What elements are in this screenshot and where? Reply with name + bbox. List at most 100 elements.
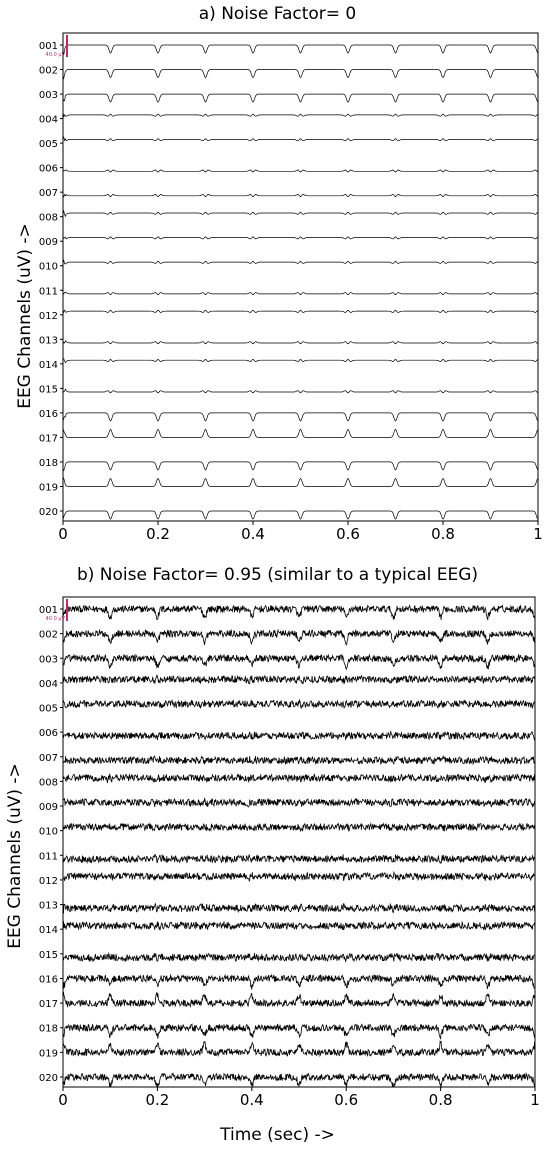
x-tick-label: 0.6 bbox=[334, 1091, 358, 1109]
channel-trace-010 bbox=[62, 822, 536, 833]
channel-label: 009 bbox=[39, 802, 58, 813]
channel-label: 005 bbox=[39, 704, 58, 715]
channel-trace-005 bbox=[62, 136, 539, 142]
channel-label: 020 bbox=[39, 1073, 58, 1084]
channel-trace-005 bbox=[62, 698, 536, 710]
x-tick-label: 0.4 bbox=[241, 525, 265, 543]
channel-label: 012 bbox=[39, 311, 58, 322]
channel-label: 014 bbox=[39, 360, 58, 371]
channel-trace-009 bbox=[62, 236, 539, 240]
x-tick-label: 0.2 bbox=[146, 525, 170, 543]
channel-trace-006 bbox=[62, 730, 536, 742]
channel-label: 007 bbox=[39, 753, 58, 764]
x-tick-label: 0.4 bbox=[240, 1091, 264, 1109]
panel-b-chart: 001 002 003 004 005 006 007 008 009 010 011 012 013 0… bbox=[39, 596, 540, 1109]
x-tick-label: 0 bbox=[58, 525, 68, 543]
channel-label: 018 bbox=[39, 1024, 58, 1035]
channel-label: 004 bbox=[39, 115, 58, 126]
channel-trace-004 bbox=[62, 674, 536, 685]
channel-label: 005 bbox=[39, 139, 58, 150]
x-tick-label: 0.8 bbox=[429, 1091, 453, 1109]
x-tick-label: 0 bbox=[58, 1091, 68, 1109]
x-tick-label: 0.2 bbox=[145, 1091, 169, 1109]
channel-trace-007 bbox=[62, 755, 536, 766]
panel-a-frame bbox=[62, 32, 539, 522]
channel-label: 015 bbox=[39, 384, 58, 395]
channel-label: 013 bbox=[39, 901, 58, 912]
panel-b-xlabel: Time (sec) -> bbox=[220, 1125, 335, 1145]
channel-trace-018 bbox=[62, 1023, 536, 1040]
channel-trace-002 bbox=[62, 628, 536, 646]
channel-trace-009 bbox=[62, 797, 536, 808]
channel-label: 003 bbox=[39, 654, 58, 665]
channel-label: 010 bbox=[39, 262, 58, 273]
channel-label: 008 bbox=[39, 777, 58, 788]
x-tick-label: 0.8 bbox=[431, 525, 455, 543]
channel-label: 019 bbox=[39, 1048, 58, 1059]
channel-label: 017 bbox=[39, 433, 58, 444]
channel-trace-017 bbox=[62, 992, 536, 1009]
channel-trace-012 bbox=[62, 309, 539, 314]
channel-trace-020 bbox=[62, 510, 539, 520]
scale-bar-label: 40.0 μV bbox=[46, 616, 66, 622]
channel-trace-013 bbox=[62, 902, 536, 914]
channel-trace-019 bbox=[62, 476, 539, 487]
channel-label: 020 bbox=[39, 507, 58, 518]
channel-trace-001 bbox=[62, 44, 539, 56]
channel-label: 012 bbox=[39, 876, 58, 887]
panel-b-title: b) Noise Factor= 0.95 (similar to a typi… bbox=[76, 565, 479, 585]
channel-label: 008 bbox=[39, 213, 58, 224]
channel-trace-013 bbox=[62, 340, 539, 345]
channel-label: 014 bbox=[39, 925, 58, 936]
channel-trace-008 bbox=[62, 209, 539, 218]
channel-label: 013 bbox=[39, 335, 58, 346]
scale-bar-label: 40.0 μV bbox=[46, 52, 66, 58]
channel-trace-014 bbox=[62, 920, 536, 931]
channel-trace-006 bbox=[62, 169, 539, 173]
channel-trace-007 bbox=[62, 193, 539, 198]
channel-trace-016 bbox=[62, 973, 536, 990]
channel-label: 007 bbox=[39, 188, 58, 199]
channel-trace-019 bbox=[62, 1040, 536, 1058]
channel-label: 002 bbox=[39, 630, 58, 641]
x-tick-label: 0.6 bbox=[336, 525, 360, 543]
channel-label: 002 bbox=[39, 66, 58, 77]
channel-label: 004 bbox=[39, 679, 58, 690]
channel-trace-008 bbox=[62, 773, 536, 784]
channel-trace-001 bbox=[62, 604, 536, 621]
channel-trace-004 bbox=[62, 112, 539, 118]
channel-trace-012 bbox=[62, 870, 535, 882]
channel-trace-003 bbox=[62, 653, 536, 671]
channel-label: 016 bbox=[39, 974, 58, 985]
channel-label: 006 bbox=[39, 728, 58, 739]
channel-trace-011 bbox=[62, 854, 536, 865]
channel-trace-016 bbox=[62, 412, 539, 422]
channel-trace-010 bbox=[62, 259, 539, 265]
channel-label: 001 bbox=[39, 41, 58, 52]
channel-trace-018 bbox=[62, 461, 539, 472]
channel-trace-015 bbox=[62, 388, 539, 394]
channel-label: 018 bbox=[39, 458, 58, 469]
channel-label: 003 bbox=[39, 90, 58, 101]
channel-trace-020 bbox=[62, 1072, 536, 1088]
x-tick-label: 1 bbox=[530, 1091, 540, 1109]
channel-trace-003 bbox=[62, 93, 539, 103]
channel-label: 011 bbox=[39, 851, 58, 862]
channel-label: 006 bbox=[39, 164, 58, 175]
channel-label: 015 bbox=[39, 950, 58, 961]
panel-a-chart: 001 002 003 004 005 006 007 008 009 010 011 012 013 0… bbox=[39, 32, 543, 543]
channel-trace-011 bbox=[62, 291, 539, 296]
channel-label: 010 bbox=[39, 827, 58, 838]
channel-label: 016 bbox=[39, 409, 58, 420]
channel-label: 017 bbox=[39, 999, 58, 1010]
channel-label: 011 bbox=[39, 286, 58, 297]
channel-trace-017 bbox=[62, 428, 539, 438]
x-tick-label: 1 bbox=[533, 525, 543, 543]
channel-trace-002 bbox=[62, 69, 539, 80]
channel-label: 001 bbox=[39, 605, 58, 616]
channel-label: 009 bbox=[39, 237, 58, 248]
channel-label: 019 bbox=[39, 482, 58, 493]
panel-a-title: a) Noise Factor= 0 bbox=[198, 4, 357, 24]
channel-trace-014 bbox=[62, 358, 539, 364]
